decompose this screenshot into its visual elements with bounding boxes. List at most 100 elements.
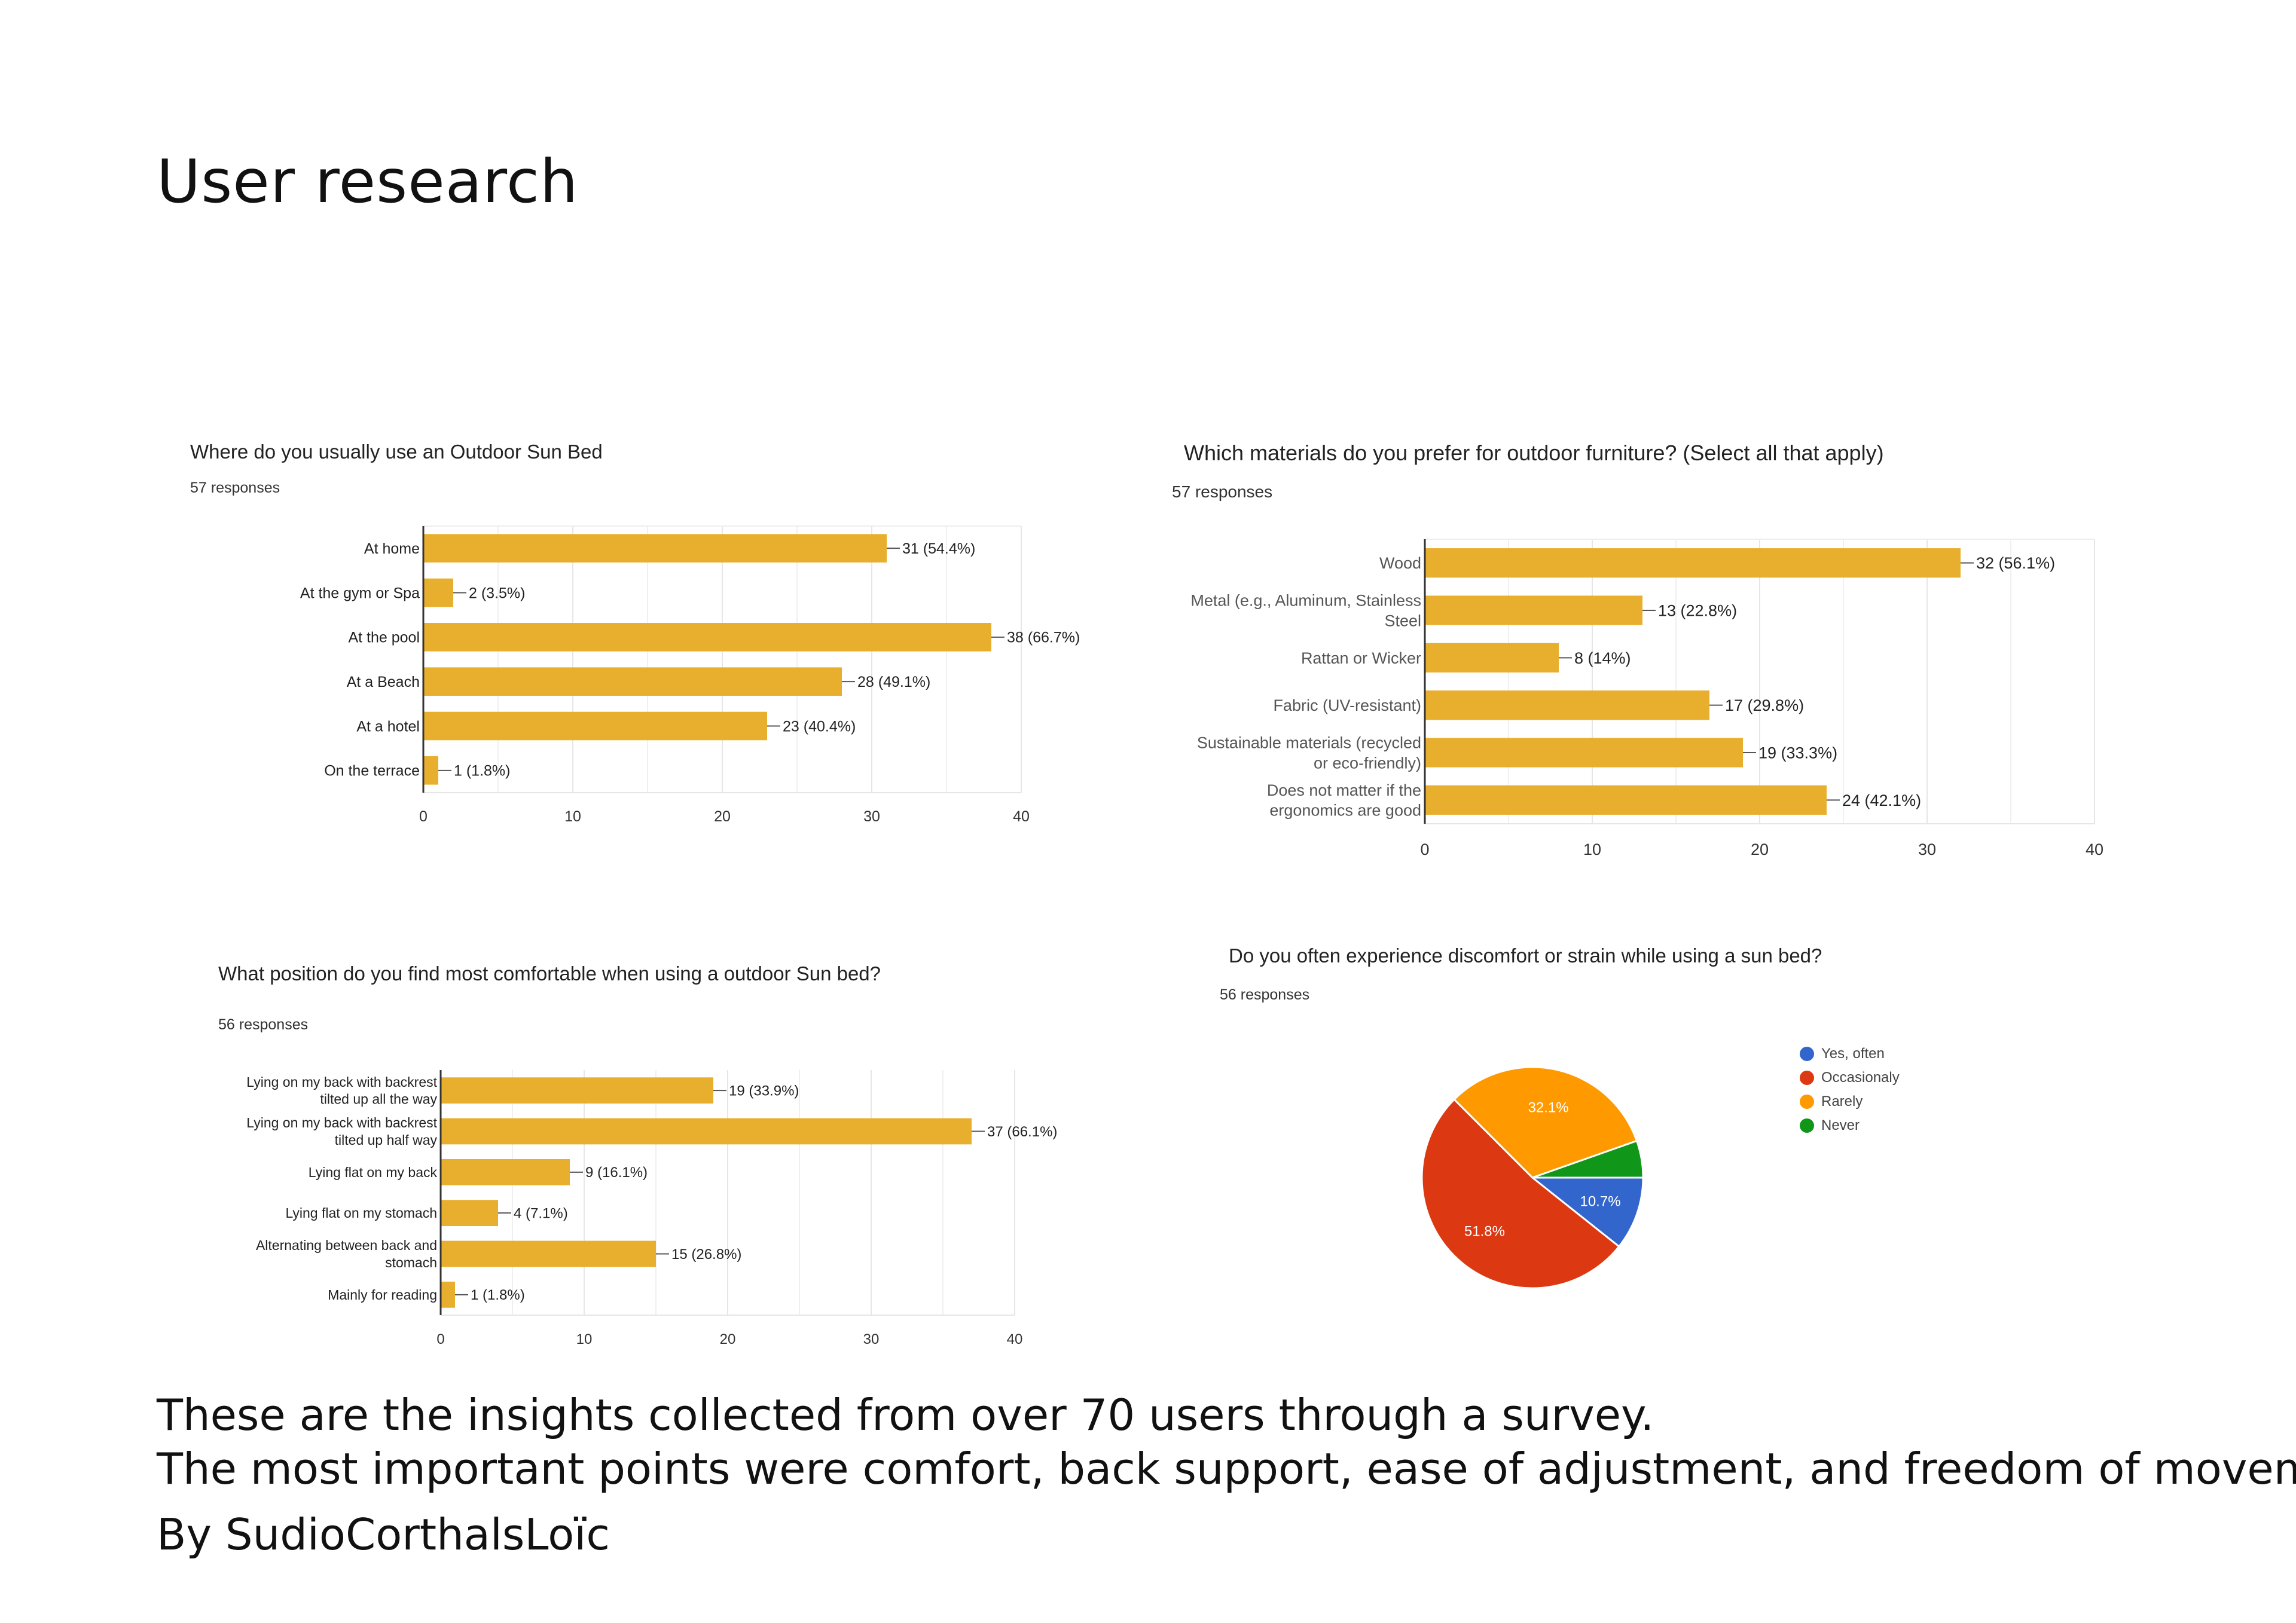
bar [441, 1240, 656, 1267]
category-label: Lying on my back with backrest [246, 1074, 437, 1090]
legend-swatch [1800, 1071, 1814, 1085]
category-label: Alternating between back and [256, 1237, 437, 1253]
pie-slice [1532, 1139, 1644, 1179]
category-label: Wood [1379, 554, 1421, 572]
bar [423, 534, 887, 563]
bar-chart-position: 0 10 20 30 40 19 (33.9%) Lying on my back with… [246, 1070, 1057, 1347]
category-label: Lying on my back with backrest [246, 1115, 437, 1130]
x-tick-label: 20 [714, 808, 731, 825]
bar [1425, 785, 1827, 815]
data-label: 8 (14%) [1574, 649, 1631, 667]
insight-text-line-1: These are the insights collected from ov… [157, 1390, 1654, 1440]
data-label: 32 (56.1%) [1976, 554, 2055, 572]
chart-materials: Which materials do you prefer for outdoo… [1166, 430, 2182, 861]
pie-slice-label: 10.7% [1580, 1194, 1620, 1210]
x-tick-label: 40 [1013, 808, 1030, 825]
category-label: At the gym or Spa [300, 585, 420, 601]
data-label: 9 (16.1%) [585, 1164, 648, 1181]
category-label: At a hotel [356, 718, 420, 735]
pie-slice-label: 51.8% [1464, 1224, 1505, 1240]
bar [1425, 548, 1961, 578]
bar [423, 756, 438, 785]
chart-title: Where do you usually use an Outdoor Sun … [190, 441, 603, 463]
page-title: User research [157, 146, 579, 216]
pie-legend: Yes, often Occasionaly Rarely Never [1800, 1043, 1979, 1145]
data-label: 1 (1.8%) [471, 1287, 525, 1303]
bar [423, 667, 842, 696]
x-tick-label: 30 [863, 1331, 880, 1347]
legend-swatch [1800, 1047, 1814, 1061]
category-label: Metal (e.g., Aluminum, Stainless [1190, 592, 1421, 610]
legend-swatch [1800, 1118, 1814, 1133]
legend-label: Rarely [1821, 1093, 1863, 1109]
category-label: Rattan or Wicker [1301, 649, 1421, 667]
x-tick-label: 0 [1420, 840, 1429, 858]
chart-title: Do you often experience discomfort or st… [1229, 945, 1822, 967]
data-label: 17 (29.8%) [1725, 696, 1804, 714]
data-label: 4 (7.1%) [514, 1206, 568, 1222]
legend-label: Yes, often [1821, 1046, 1885, 1062]
bar [1425, 738, 1743, 768]
bar [441, 1200, 498, 1227]
category-label: Steel [1384, 612, 1421, 629]
pie-slice [1529, 1176, 1644, 1248]
category-label: On the terrace [324, 763, 420, 780]
bar [1425, 643, 1559, 673]
x-tick-label: 0 [419, 808, 428, 825]
x-tick-label: 10 [1583, 840, 1601, 858]
bar [441, 1281, 455, 1308]
response-count: 57 responses [1172, 482, 1273, 501]
category-label: At the pool [348, 629, 420, 646]
pie-slice [1421, 1098, 1620, 1289]
x-tick-label: 10 [564, 808, 581, 825]
bar [441, 1159, 570, 1185]
pie-chart-discomfort: 10.7% 51.8% 32.1% [1421, 1066, 1644, 1289]
data-label: 24 (42.1%) [1842, 791, 1921, 809]
data-label: 13 (22.8%) [1658, 601, 1737, 619]
data-label: 38 (66.7%) [1007, 629, 1080, 646]
data-label: 15 (26.8%) [671, 1246, 741, 1263]
x-tick-label: 0 [436, 1331, 444, 1347]
category-label: ergonomics are good [1269, 802, 1421, 820]
data-label: 28 (49.1%) [857, 674, 930, 690]
data-label: 19 (33.3%) [1758, 744, 1837, 762]
author-byline: By SudioCorthalsLoïc [157, 1509, 610, 1560]
data-label: 23 (40.4%) [783, 718, 856, 735]
pie-slice [1453, 1066, 1638, 1179]
legend-label: Occasionaly [1821, 1069, 1900, 1086]
bar-chart-usage-location: 0 10 20 30 40 31 (54.4%) At home 2 (3.5%) At the… [300, 525, 1080, 825]
response-count: 56 responses [218, 1016, 309, 1033]
response-count: 57 responses [190, 479, 280, 496]
data-label: 1 (1.8%) [454, 763, 510, 780]
data-label: 31 (54.4%) [902, 540, 975, 557]
x-tick-label: 30 [1918, 840, 1936, 858]
chart-usage-location: Where do you usually use an Outdoor Sun … [179, 430, 1112, 849]
data-label: 2 (3.5%) [469, 585, 525, 601]
bar-chart-materials: 0 10 20 30 40 32 (56.1%) Wood 13 (22.8%) Metal (… [1190, 539, 2103, 858]
bar [441, 1118, 972, 1145]
bar [423, 578, 453, 607]
response-count: 56 responses [1220, 986, 1310, 1003]
category-label: At a Beach [347, 674, 420, 690]
x-tick-label: 20 [720, 1331, 736, 1347]
insight-text-line-2: The most important points were comfort, … [157, 1444, 2296, 1494]
legend-swatch [1800, 1095, 1814, 1109]
category-label: Sustainable materials (recycled [1197, 734, 1421, 752]
chart-title: Which materials do you prefer for outdoo… [1184, 441, 1884, 465]
legend-label: Never [1821, 1117, 1860, 1133]
chart-position: What position do you find most comfortab… [179, 950, 1112, 1357]
bar [441, 1077, 713, 1104]
x-tick-label: 40 [1007, 1331, 1023, 1347]
category-label: stomach [385, 1255, 437, 1270]
pie-slice-label: 32.1% [1528, 1100, 1569, 1116]
x-tick-label: 40 [2086, 840, 2103, 858]
category-label: Fabric (UV-resistant) [1273, 696, 1421, 714]
x-tick-label: 20 [1751, 840, 1769, 858]
category-label: Lying flat on my back [309, 1164, 438, 1180]
category-label: Does not matter if the [1267, 781, 1421, 799]
x-tick-label: 10 [576, 1331, 593, 1347]
chart-title: What position do you find most comfortab… [218, 962, 881, 985]
bar [1425, 690, 1709, 720]
bar [1425, 595, 1642, 625]
category-label: Mainly for reading [328, 1287, 437, 1303]
